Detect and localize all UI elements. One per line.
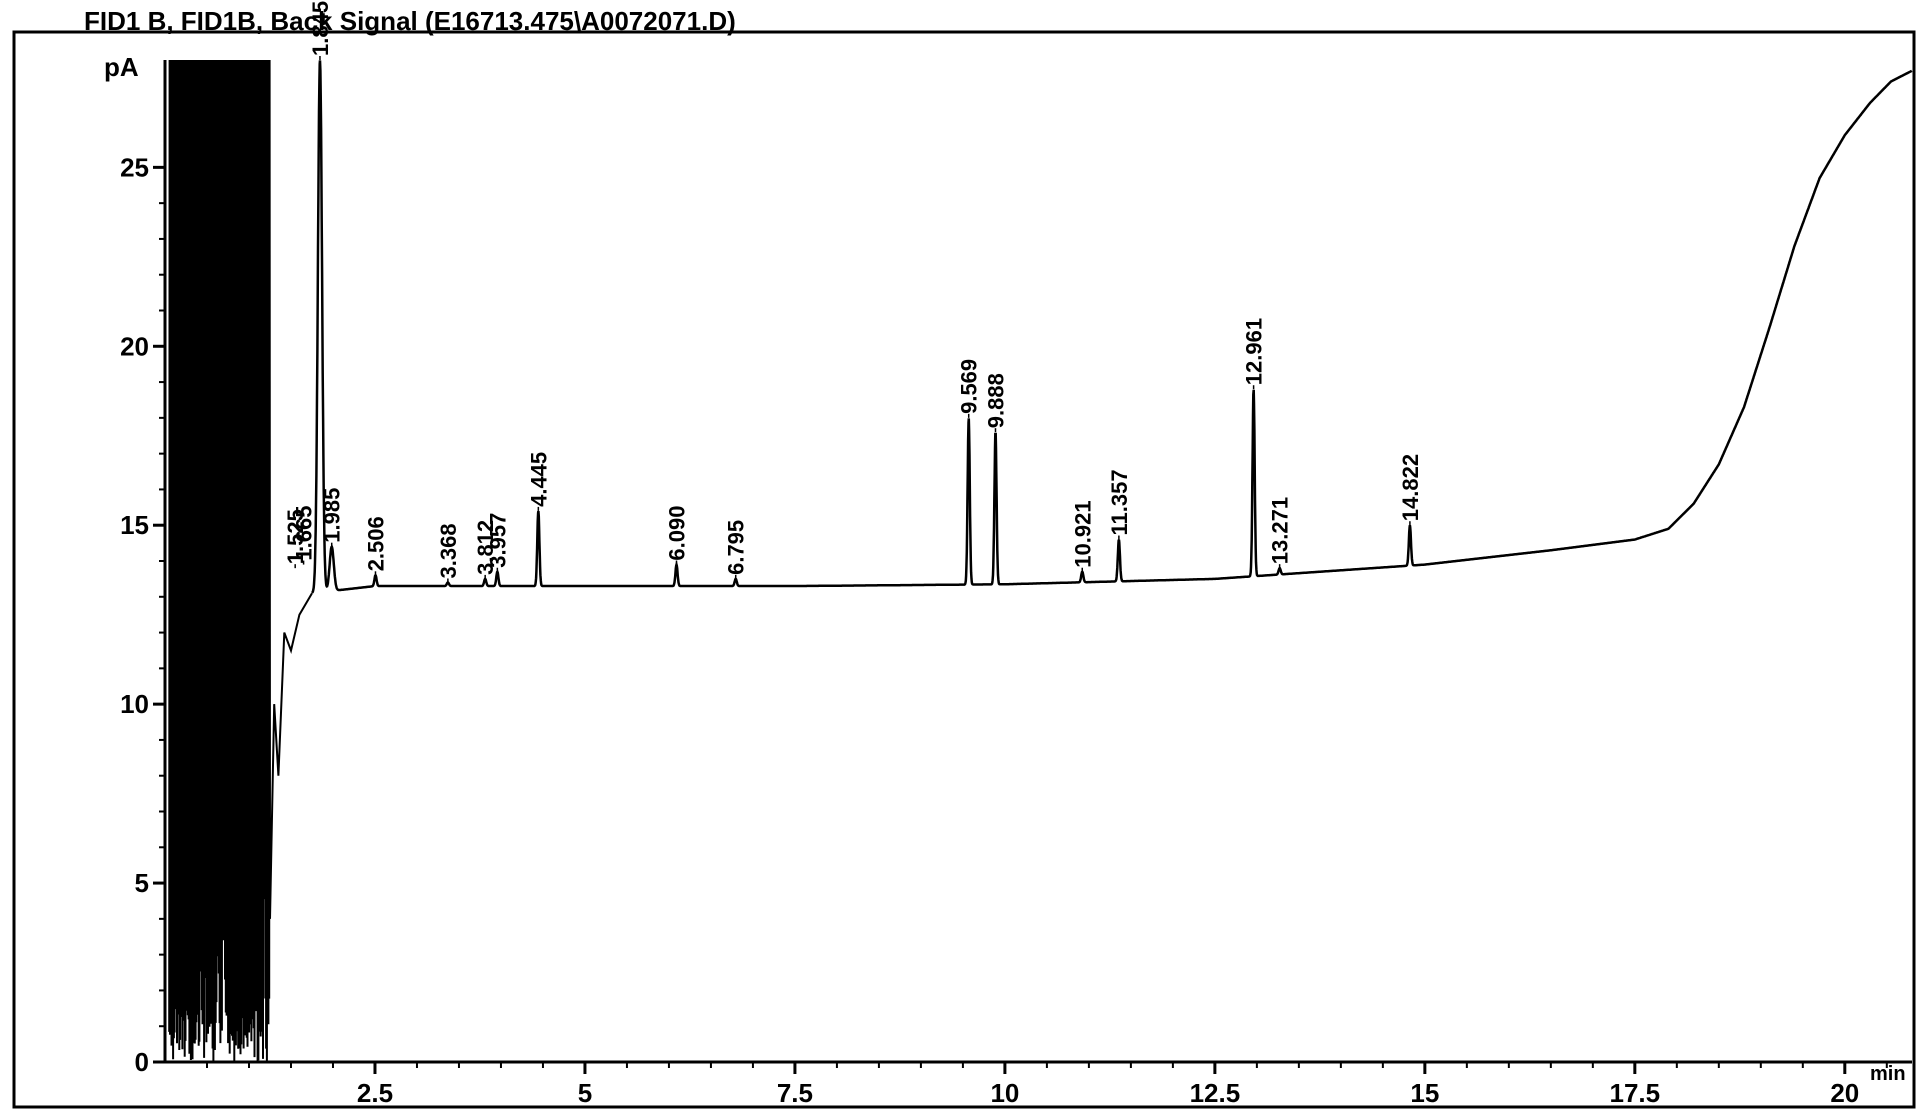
solvent-front-trace <box>168 59 313 1062</box>
x-tick-label: 2.5 <box>357 1078 393 1108</box>
peak-label: 1.525 <box>283 509 308 564</box>
signal-line <box>311 60 1913 594</box>
peak-label: 3.957 <box>485 513 510 568</box>
y-tick-label: 15 <box>120 510 149 540</box>
peak-label: 12.961 <box>1242 318 1267 385</box>
peak-label: 4.445 <box>526 452 551 507</box>
y-tick-label: 5 <box>135 868 149 898</box>
x-tick-label: 15 <box>1410 1078 1439 1108</box>
peak-label: 6.090 <box>665 506 690 561</box>
x-tick-label: 17.5 <box>1610 1078 1661 1108</box>
peak-label: 1.985 <box>320 488 345 543</box>
peak-label: 11.357 <box>1107 469 1132 535</box>
peak-label: 9.888 <box>984 373 1009 428</box>
x-tick-label: 20 <box>1830 1078 1859 1108</box>
solvent-front-region <box>168 59 313 1062</box>
peak-label: 1.845 <box>308 1 333 56</box>
y-tick-label: 0 <box>135 1047 149 1077</box>
peak-label: 10.921 <box>1070 500 1095 567</box>
peak-label: 3.368 <box>436 523 461 578</box>
x-tick-label: 10 <box>990 1078 1019 1108</box>
x-tick-label: 12.5 <box>1190 1078 1241 1108</box>
y-axis-ticks: 0 5 10 15 20 25 <box>120 152 165 1077</box>
x-tick-label: 5 <box>578 1078 592 1108</box>
signal-trace <box>311 60 1913 594</box>
plot-frame <box>12 30 1916 1109</box>
y-tick-label: 10 <box>120 689 149 719</box>
x-unit-label: min <box>1870 1063 1906 1085</box>
peak-label: 2.506 <box>364 516 389 571</box>
y-tick-label: 20 <box>120 331 149 361</box>
y-unit-label: pA <box>104 52 139 82</box>
peak-label: 9.569 <box>957 359 982 414</box>
peak-label: 14.822 <box>1398 454 1423 521</box>
peak-label: 3.812 <box>473 520 498 575</box>
x-axis-ticks: 2.5 5 7.5 10 12.5 15 17.5 20 <box>205 1062 1888 1108</box>
x-tick-label: 7.5 <box>777 1078 813 1108</box>
peak-label: 6.795 <box>724 520 749 575</box>
peak-label: 13.271 <box>1268 497 1293 564</box>
peak-label: 1.665 <box>292 506 317 561</box>
y-tick-label: 25 <box>120 152 149 182</box>
